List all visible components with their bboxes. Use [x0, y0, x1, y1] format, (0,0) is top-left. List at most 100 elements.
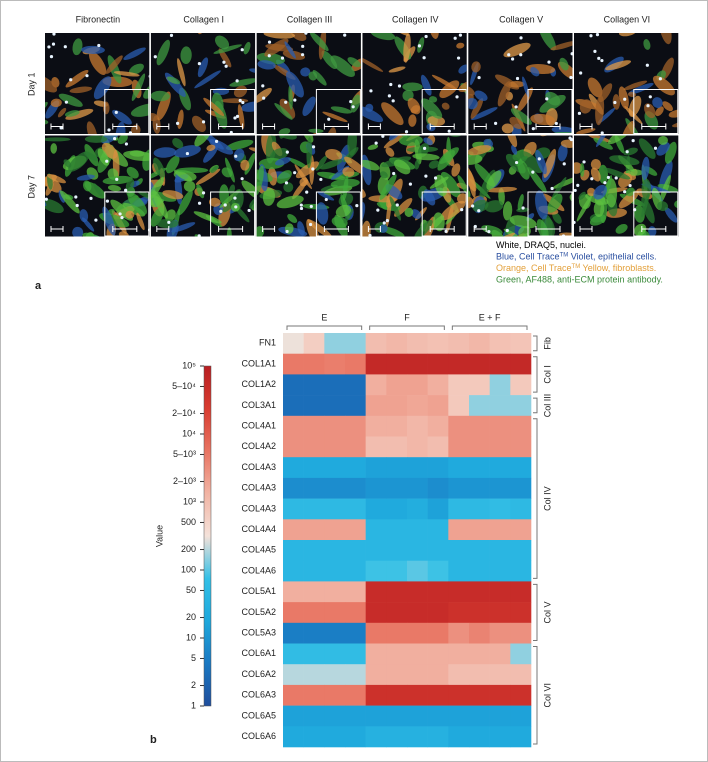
cell: [593, 200, 605, 218]
heatmap-cell: [365, 705, 387, 727]
nucleus: [222, 60, 226, 64]
scale-bar: [156, 123, 244, 130]
nucleus: [570, 52, 573, 56]
heatmap-cell: [386, 374, 408, 396]
cell: [128, 63, 144, 75]
cell: [206, 144, 216, 151]
heatmap-cell: [427, 374, 449, 396]
heatmap-cell: [345, 415, 366, 437]
cell: [269, 148, 289, 161]
cell: [590, 167, 601, 182]
heatmap-cell: [386, 498, 408, 520]
cell: [307, 219, 333, 237]
cell: [249, 192, 256, 209]
heatmap-cell: [510, 519, 532, 541]
group-bracket: [451, 325, 528, 330]
cell: [659, 160, 673, 191]
nucleus: [284, 100, 288, 104]
cell: [156, 39, 171, 66]
colorbar-tick-label: 2: [191, 680, 196, 690]
cell: [81, 217, 95, 232]
row-label: COL5A3: [241, 628, 276, 638]
heatmap-cell: [469, 498, 490, 520]
nucleus: [45, 197, 48, 201]
heatmap-cell: [407, 415, 428, 437]
heatmap-cell: [386, 705, 408, 727]
heatmap-cell: [386, 684, 408, 706]
cell: [256, 226, 265, 237]
heatmap-cell: [283, 540, 304, 561]
inset: [315, 191, 361, 237]
heatmap-cell: [510, 395, 532, 417]
heatmap-cell: [324, 498, 346, 520]
colorbar-tick-label: 1: [191, 700, 196, 710]
nucleus: [85, 74, 89, 78]
row-label: COL1A2: [241, 379, 276, 389]
cell: [82, 180, 92, 192]
cell: [458, 64, 467, 74]
nucleus: [569, 137, 573, 142]
heatmap-cell: [386, 540, 408, 561]
panel-a: Fibronectin Collagen I Collagen III Collage…: [26, 14, 679, 285]
cell: [65, 108, 94, 120]
heatmap-cell: [448, 415, 470, 437]
micrograph-content: [256, 135, 361, 237]
scale-bar: [473, 123, 561, 130]
cell: [501, 123, 514, 134]
cell: [607, 135, 634, 145]
nucleus: [234, 154, 238, 158]
heatmap-cell: [510, 581, 532, 603]
heatmap-cell: [324, 602, 346, 624]
nucleus: [531, 127, 535, 131]
micrograph-content: [45, 33, 150, 134]
cell: [183, 180, 196, 192]
heatmap-cell: [448, 519, 470, 541]
nucleus: [577, 111, 582, 115]
nucleus: [293, 98, 297, 102]
colorbar-tick-label: 100: [181, 564, 196, 574]
cell: [502, 201, 513, 221]
cell: [105, 55, 123, 74]
cell: [362, 106, 384, 123]
micrograph-content: [45, 135, 150, 237]
cell: [451, 163, 461, 177]
cell: [657, 201, 669, 212]
nucleus: [247, 208, 251, 213]
cell: [429, 96, 438, 103]
cell: [164, 209, 176, 222]
cell: [545, 91, 561, 106]
row-label: COL6A5: [241, 710, 276, 720]
cell: [203, 97, 225, 117]
heatmap-cell: [489, 622, 511, 644]
colorbar: [203, 365, 212, 707]
heatmap-cell: [469, 374, 490, 396]
heatmap-cell: [345, 353, 366, 375]
heatmap-cell: [407, 664, 428, 686]
cell: [288, 85, 293, 110]
cell: [468, 154, 483, 165]
cell: [394, 159, 411, 175]
micrograph-content: [256, 33, 361, 134]
cell: [203, 145, 218, 163]
inset: [210, 89, 256, 134]
legend-entry: Green, AF488, anti-ECM protein antibody.: [496, 275, 663, 285]
cell: [547, 193, 563, 213]
row-group-label: Col I: [542, 365, 552, 384]
heatmap-cell: [303, 664, 325, 686]
micrograph: [256, 135, 361, 237]
cell: [530, 113, 555, 126]
nucleus: [223, 203, 227, 207]
micrograph-content: [574, 33, 679, 134]
cell: [623, 80, 648, 91]
cell: [433, 212, 445, 232]
heatmap-cell: [469, 457, 490, 479]
heatmap-cell: [407, 540, 428, 561]
cell: [309, 33, 329, 52]
heatmap-cell: [283, 705, 304, 727]
cell: [138, 191, 150, 201]
heatmap-cell: [283, 726, 304, 748]
cell: [302, 96, 316, 116]
cell: [638, 138, 656, 159]
nucleus: [305, 190, 309, 194]
nucleus: [600, 131, 604, 134]
